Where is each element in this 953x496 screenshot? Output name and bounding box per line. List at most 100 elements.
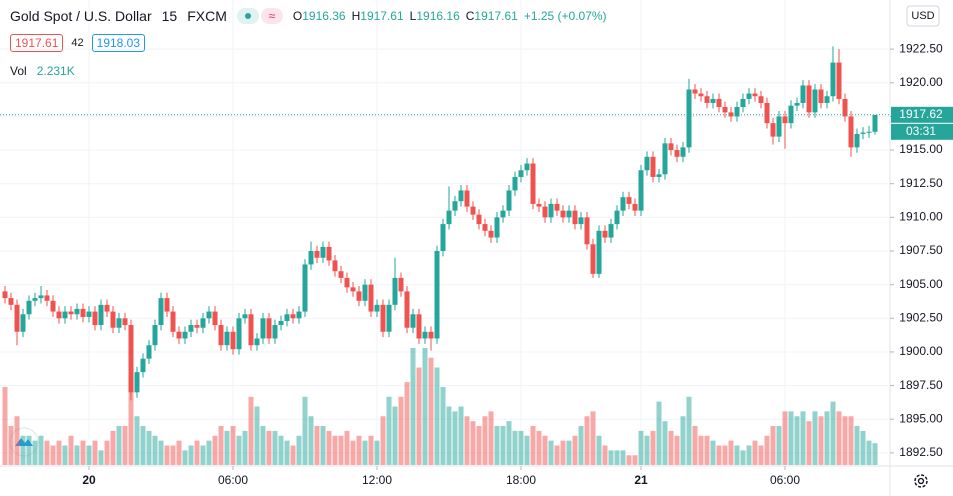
volume-bar	[374, 440, 380, 465]
volume-bar	[602, 445, 608, 465]
volume-bar	[200, 445, 206, 465]
volume-bar	[236, 435, 242, 465]
volume-bar	[752, 440, 758, 465]
candle-body	[122, 318, 128, 326]
volume-bar	[152, 435, 158, 465]
volume-bar	[560, 440, 566, 465]
exchange: FXCM	[187, 8, 227, 24]
candle-body	[812, 89, 818, 113]
volume-bar	[2, 387, 8, 465]
volume-bar	[410, 348, 416, 465]
volume-bar	[674, 435, 680, 465]
y-tick-label: 1895.00	[899, 411, 943, 425]
spread: 42	[71, 37, 84, 49]
candle-body	[608, 224, 614, 238]
candle-body	[164, 298, 170, 312]
ask[interactable]: 1918.03	[91, 34, 146, 52]
candle-body	[800, 85, 806, 103]
volume-bar	[806, 421, 812, 465]
candle-body	[368, 284, 374, 312]
bid[interactable]: 1917.61	[10, 34, 64, 52]
candle-body	[152, 325, 158, 346]
candle-body	[422, 331, 428, 339]
candle-body	[584, 217, 590, 245]
volume-bar	[530, 426, 536, 465]
volume-bar	[362, 440, 368, 465]
volume-bar	[260, 426, 266, 465]
ohlc-label: O	[292, 9, 303, 23]
volume-bar	[86, 445, 92, 465]
candle-body	[518, 170, 524, 177]
volume-bar	[242, 430, 248, 465]
volume-bar	[440, 387, 446, 465]
candle-body	[860, 132, 866, 134]
volume-bar	[20, 435, 26, 465]
candle-body	[542, 206, 548, 218]
candle-body	[830, 62, 836, 97]
candle-body	[266, 318, 272, 339]
candle-body	[278, 320, 284, 326]
delay-icon: ≈	[260, 8, 283, 24]
volume-bar	[842, 416, 848, 465]
candle-body	[350, 287, 356, 292]
candle-body	[566, 210, 572, 218]
x-tick-label: 06:00	[218, 473, 248, 487]
volume-bar	[116, 426, 122, 465]
candle-body	[104, 304, 110, 312]
y-tick-label: 1902.50	[899, 310, 943, 324]
candle-body	[242, 314, 248, 319]
candle-body	[68, 311, 74, 315]
candle-body	[578, 217, 584, 225]
ohlc-item: H1917.61	[352, 9, 404, 23]
candle-body	[32, 298, 38, 301]
settings-icon[interactable]	[914, 474, 928, 488]
candle-body	[446, 210, 452, 225]
volume-bar	[140, 426, 146, 465]
candle-body	[548, 203, 554, 218]
volume-bar	[656, 401, 662, 465]
ohlc-label: H	[351, 9, 361, 23]
volume-bar	[164, 445, 170, 465]
volume-bar	[428, 357, 434, 465]
volume-bar	[494, 426, 500, 465]
countdown: 03:31	[906, 124, 936, 138]
volume-bar	[632, 455, 638, 465]
candle-body	[248, 314, 254, 346]
candle-body	[116, 318, 122, 328]
volume-bar	[692, 426, 698, 465]
candle-body	[86, 311, 92, 317]
candle-body	[8, 298, 14, 305]
candle-body	[872, 114, 878, 132]
volume-bar	[848, 416, 854, 465]
candle-body	[92, 311, 98, 326]
candle-body	[560, 210, 566, 218]
volume-bar	[26, 435, 32, 465]
volume-bar	[302, 396, 308, 465]
volume-bar	[452, 411, 458, 465]
volume-bar	[818, 416, 824, 465]
ohlc-label: L	[409, 9, 417, 23]
candle-body	[410, 314, 416, 328]
candle-body	[404, 291, 410, 328]
candle-body	[416, 314, 422, 339]
volume-bar	[746, 445, 752, 465]
volume-bar	[536, 430, 542, 465]
volume-bar	[542, 435, 548, 465]
volume-bar	[230, 426, 236, 465]
volume-bar	[182, 450, 188, 465]
y-tick-label: 1900.00	[899, 344, 943, 358]
volume-bar	[548, 440, 554, 465]
volume-bar	[68, 435, 74, 465]
volume-bar	[638, 430, 644, 465]
volume-bar	[512, 430, 518, 465]
candle-body	[500, 210, 506, 218]
volume-bar	[206, 440, 212, 465]
currency-box[interactable]	[906, 5, 940, 27]
candle-body	[806, 85, 812, 113]
candle-body	[788, 105, 794, 124]
candle-body	[26, 300, 32, 315]
status-icons[interactable]: ≈	[236, 8, 283, 24]
volume-bar	[698, 435, 704, 465]
candle-body	[188, 325, 194, 332]
candle-body	[254, 338, 260, 346]
